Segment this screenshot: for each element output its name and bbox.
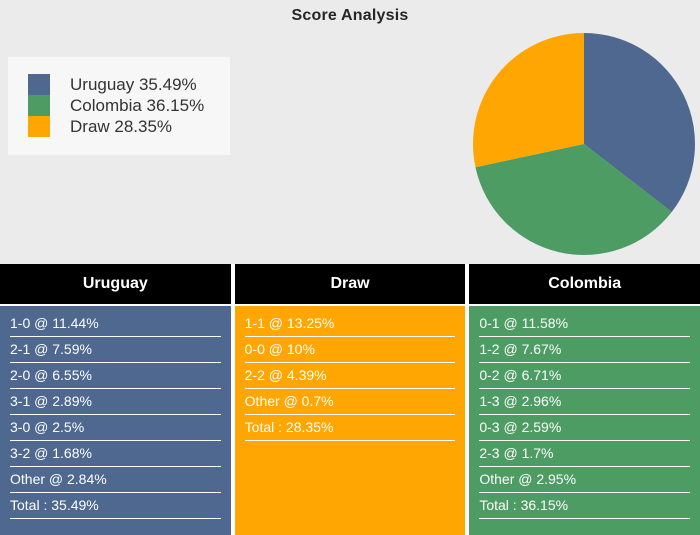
table-row: 2-1 @ 7.59% [10, 337, 221, 363]
table-header-uruguay: Uruguay [0, 264, 231, 304]
score-table-draw: Draw 1-1 @ 13.25% 0-0 @ 10% 2-2 @ 4.39% Othe… [234, 264, 466, 535]
legend-rows: Uruguay 35.49% Colombia 36.15% Draw 28.35% [28, 74, 204, 137]
table-row: 1-1 @ 13.25% [244, 311, 456, 337]
score-table-colombia: Colombia 0-1 @ 11.58% 1-2 @ 7.67% 0-2 @ 6.7… [469, 264, 700, 535]
table-row: Other @ 2.84% [10, 467, 221, 493]
table-header-draw: Draw [234, 264, 466, 304]
table-row: Other @ 0.7% [244, 389, 456, 415]
table-row: 0-0 @ 10% [244, 337, 456, 363]
legend-label: Draw 28.35% [70, 116, 173, 136]
legend-swatch-icon [28, 116, 50, 137]
pie-chart-area: Score Analysis Uruguay 35.49% Colombia 36… [0, 0, 700, 264]
table-row: 0-2 @ 6.71% [479, 363, 691, 389]
table-row: Total : 28.35% [244, 415, 456, 441]
pie-slice-colombia [475, 144, 672, 256]
legend-label: Colombia 36.15% [70, 95, 205, 115]
table-body-colombia: 0-1 @ 11.58% 1-2 @ 7.67% 0-2 @ 6.71% 1-3 @ … [469, 306, 700, 535]
table-row: 1-2 @ 7.67% [479, 337, 691, 363]
score-tables: Uruguay 1-0 @ 11.44% 2-1 @ 7.59% 2-0 @ 6.55… [0, 264, 700, 535]
pie-slice-draw [472, 32, 584, 168]
table-row: 1-3 @ 2.96% [479, 389, 691, 415]
table-row: Total : 35.49% [10, 493, 221, 519]
pie-slice-uruguay [584, 33, 695, 212]
table-row: 3-2 @ 1.68% [10, 441, 221, 467]
table-row: 2-3 @ 1.7% [479, 441, 691, 467]
legend-item-colombia: Colombia 36.15% [28, 95, 204, 116]
table-header-colombia: Colombia [469, 264, 700, 304]
table-row: 3-0 @ 2.5% [10, 415, 221, 441]
table-row: 0-3 @ 2.59% [479, 415, 691, 441]
legend-swatch-icon [28, 74, 50, 95]
table-row: 2-2 @ 4.39% [244, 363, 456, 389]
chart-title: Score Analysis [291, 7, 409, 24]
pie-chart [472, 32, 695, 256]
table-row: 0-1 @ 11.58% [479, 311, 691, 337]
chart-legend: Uruguay 35.49% Colombia 36.15% Draw 28.35% [8, 57, 230, 155]
legend-swatch-icon [28, 95, 50, 116]
table-row: 3-1 @ 2.89% [10, 389, 221, 415]
legend-label: Uruguay 35.49% [70, 74, 197, 94]
table-row: Other @ 2.95% [479, 467, 691, 493]
table-row: 1-0 @ 11.44% [10, 311, 221, 337]
legend-item-uruguay: Uruguay 35.49% [28, 74, 204, 95]
table-body-uruguay: 1-0 @ 11.44% 2-1 @ 7.59% 2-0 @ 6.55% 3-1 @ … [0, 306, 231, 535]
table-row: Total : 36.15% [479, 493, 691, 519]
legend-item-draw: Draw 28.35% [28, 116, 204, 137]
table-row: 2-0 @ 6.55% [10, 363, 221, 389]
table-body-draw: 1-1 @ 13.25% 0-0 @ 10% 2-2 @ 4.39% Other @ … [234, 306, 466, 535]
score-table-uruguay: Uruguay 1-0 @ 11.44% 2-1 @ 7.59% 2-0 @ 6.55… [0, 264, 231, 535]
